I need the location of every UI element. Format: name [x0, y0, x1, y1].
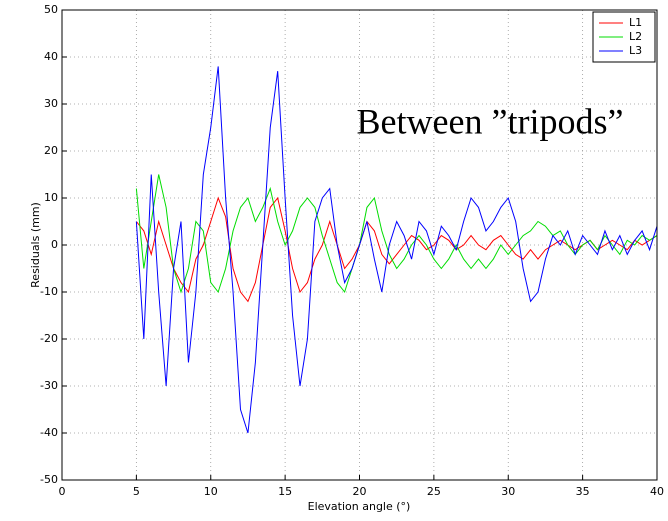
y-tick-label: 10 [44, 191, 58, 204]
x-tick-label: 15 [278, 485, 292, 498]
y-tick-label: -10 [40, 285, 58, 298]
x-tick-label: 10 [204, 485, 218, 498]
legend-label: L2 [629, 30, 642, 43]
x-tick-label: 35 [576, 485, 590, 498]
series-line [135, 66, 658, 434]
y-tick-label: 20 [44, 144, 58, 157]
y-tick-label: 0 [51, 238, 58, 251]
x-tick-label: 5 [133, 485, 140, 498]
series-line [135, 174, 658, 294]
legend-label: L1 [629, 16, 642, 29]
legend-label: L3 [629, 44, 642, 57]
x-tick-label: 20 [353, 485, 367, 498]
x-tick-label: 0 [59, 485, 66, 498]
series-line [135, 196, 658, 303]
plot-frame [61, 9, 658, 481]
y-tick-label: 50 [44, 3, 58, 16]
x-tick-label: 30 [501, 485, 515, 498]
y-tick-label: -40 [40, 426, 58, 439]
x-tick-label: 40 [650, 485, 664, 498]
y-tick-label: -30 [40, 379, 58, 392]
y-tick-label: 30 [44, 97, 58, 110]
y-tick-label: -20 [40, 332, 58, 345]
y-tick-label: 40 [44, 50, 58, 63]
x-tick-label: 25 [427, 485, 441, 498]
y-axis-label: Residuals (mm) [29, 202, 42, 288]
x-axis-label: Elevation angle (°) [308, 500, 411, 513]
y-tick-label: -50 [40, 473, 58, 486]
annotation: Between ”tripods” [357, 101, 624, 141]
